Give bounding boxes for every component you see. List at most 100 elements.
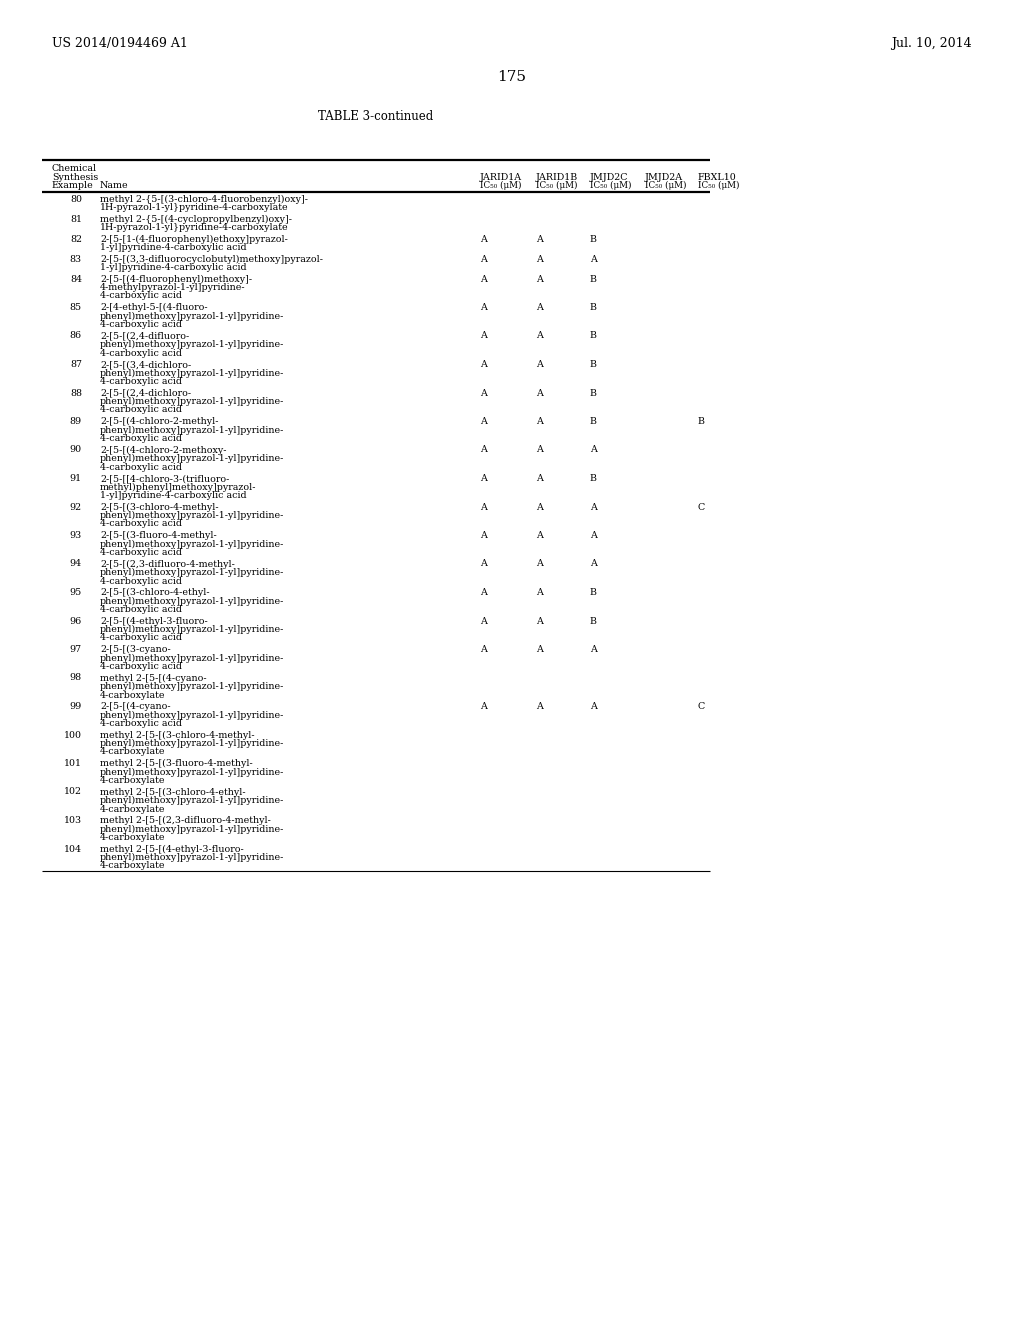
Text: A: A (536, 304, 543, 312)
Text: 4-carboxylic acid: 4-carboxylic acid (100, 434, 182, 444)
Text: 104: 104 (63, 845, 82, 854)
Text: A: A (480, 255, 486, 264)
Text: Synthesis: Synthesis (52, 173, 98, 181)
Text: phenyl)methoxy]pyrazol-1-yl]pyridine-: phenyl)methoxy]pyrazol-1-yl]pyridine- (100, 454, 285, 463)
Text: 95: 95 (70, 587, 82, 597)
Text: methyl 2-[5-[(3-fluoro-4-methyl-: methyl 2-[5-[(3-fluoro-4-methyl- (100, 759, 253, 768)
Text: B: B (590, 587, 597, 597)
Text: 100: 100 (63, 730, 82, 739)
Text: A: A (480, 275, 486, 284)
Text: A: A (480, 360, 486, 370)
Text: methyl 2-[5-[(3-chloro-4-methyl-: methyl 2-[5-[(3-chloro-4-methyl- (100, 730, 255, 739)
Text: A: A (480, 702, 486, 711)
Text: Chemical: Chemical (52, 164, 97, 173)
Text: 1-yl]pyridine-4-carboxylic acid: 1-yl]pyridine-4-carboxylic acid (100, 243, 247, 252)
Text: 96: 96 (70, 616, 82, 626)
Text: B: B (590, 304, 597, 312)
Text: 92: 92 (70, 503, 82, 511)
Text: 2-[5-[(3,4-dichloro-: 2-[5-[(3,4-dichloro- (100, 360, 191, 370)
Text: A: A (590, 560, 597, 569)
Text: 4-carboxylic acid: 4-carboxylic acid (100, 319, 182, 329)
Text: phenyl)methoxy]pyrazol-1-yl]pyridine-: phenyl)methoxy]pyrazol-1-yl]pyridine- (100, 341, 285, 348)
Text: 101: 101 (63, 759, 82, 768)
Text: 4-carboxylic acid: 4-carboxylic acid (100, 378, 182, 385)
Text: A: A (536, 560, 543, 569)
Text: A: A (536, 702, 543, 711)
Text: A: A (480, 587, 486, 597)
Text: 4-carboxylate: 4-carboxylate (100, 862, 166, 870)
Text: methyl 2-[5-[(2,3-difluoro-4-methyl-: methyl 2-[5-[(2,3-difluoro-4-methyl- (100, 816, 271, 825)
Text: A: A (590, 446, 597, 454)
Text: 1-yl]pyridine-4-carboxylic acid: 1-yl]pyridine-4-carboxylic acid (100, 491, 247, 500)
Text: 2-[4-ethyl-5-[(4-fluoro-: 2-[4-ethyl-5-[(4-fluoro- (100, 304, 208, 312)
Text: A: A (480, 531, 486, 540)
Text: Jul. 10, 2014: Jul. 10, 2014 (891, 37, 972, 50)
Text: A: A (480, 304, 486, 312)
Text: A: A (536, 360, 543, 370)
Text: A: A (536, 255, 543, 264)
Text: 4-methylpyrazol-1-yl]pyridine-: 4-methylpyrazol-1-yl]pyridine- (100, 282, 246, 292)
Text: 4-carboxylic acid: 4-carboxylic acid (100, 634, 182, 643)
Text: A: A (536, 235, 543, 243)
Text: A: A (536, 388, 543, 397)
Text: IC₅₀ (μM): IC₅₀ (μM) (480, 181, 521, 190)
Text: 4-carboxylic acid: 4-carboxylic acid (100, 520, 182, 528)
Text: A: A (536, 587, 543, 597)
Text: methyl)phenyl]methoxy]pyrazol-: methyl)phenyl]methoxy]pyrazol- (100, 483, 256, 491)
Text: phenyl)methoxy]pyrazol-1-yl]pyridine-: phenyl)methoxy]pyrazol-1-yl]pyridine- (100, 511, 285, 520)
Text: phenyl)methoxy]pyrazol-1-yl]pyridine-: phenyl)methoxy]pyrazol-1-yl]pyridine- (100, 397, 285, 407)
Text: 4-carboxylic acid: 4-carboxylic acid (100, 405, 182, 414)
Text: A: A (480, 503, 486, 511)
Text: 90: 90 (70, 446, 82, 454)
Text: TABLE 3-continued: TABLE 3-continued (318, 110, 433, 123)
Text: phenyl)methoxy]pyrazol-1-yl]pyridine-: phenyl)methoxy]pyrazol-1-yl]pyridine- (100, 540, 285, 549)
Text: FBXL10: FBXL10 (698, 173, 736, 181)
Text: phenyl)methoxy]pyrazol-1-yl]pyridine-: phenyl)methoxy]pyrazol-1-yl]pyridine- (100, 825, 285, 834)
Text: IC₅₀ (μM): IC₅₀ (μM) (698, 181, 739, 190)
Text: methyl 2-[5-[(4-ethyl-3-fluoro-: methyl 2-[5-[(4-ethyl-3-fluoro- (100, 845, 244, 854)
Text: 81: 81 (70, 214, 82, 223)
Text: A: A (536, 503, 543, 511)
Text: 97: 97 (70, 645, 82, 653)
Text: Example: Example (52, 181, 94, 190)
Text: 86: 86 (70, 331, 82, 341)
Text: 103: 103 (63, 816, 82, 825)
Text: B: B (590, 331, 597, 341)
Text: B: B (590, 417, 597, 426)
Text: 2-[5-[1-(4-fluorophenyl)ethoxy]pyrazol-: 2-[5-[1-(4-fluorophenyl)ethoxy]pyrazol- (100, 235, 288, 244)
Text: 4-carboxylate: 4-carboxylate (100, 833, 166, 842)
Text: A: A (536, 474, 543, 483)
Text: C: C (698, 503, 706, 511)
Text: 80: 80 (70, 194, 82, 203)
Text: phenyl)methoxy]pyrazol-1-yl]pyridine-: phenyl)methoxy]pyrazol-1-yl]pyridine- (100, 624, 285, 634)
Text: 4-carboxylic acid: 4-carboxylic acid (100, 719, 182, 729)
Text: 94: 94 (70, 560, 82, 569)
Text: A: A (480, 446, 486, 454)
Text: 4-carboxylate: 4-carboxylate (100, 690, 166, 700)
Text: 91: 91 (70, 474, 82, 483)
Text: B: B (590, 235, 597, 243)
Text: JARID1A: JARID1A (480, 173, 522, 181)
Text: 1H-pyrazol-1-yl}pyridine-4-carboxylate: 1H-pyrazol-1-yl}pyridine-4-carboxylate (100, 203, 289, 213)
Text: 84: 84 (70, 275, 82, 284)
Text: B: B (698, 417, 705, 426)
Text: 4-carboxylic acid: 4-carboxylic acid (100, 292, 182, 301)
Text: 2-[5-[(2,4-difluoro-: 2-[5-[(2,4-difluoro- (100, 331, 189, 341)
Text: 2-[5-[(4-fluorophenyl)methoxy]-: 2-[5-[(4-fluorophenyl)methoxy]- (100, 275, 252, 284)
Text: phenyl)methoxy]pyrazol-1-yl]pyridine-: phenyl)methoxy]pyrazol-1-yl]pyridine- (100, 425, 285, 434)
Text: 4-carboxylate: 4-carboxylate (100, 804, 166, 813)
Text: 2-[5-[(4-cyano-: 2-[5-[(4-cyano- (100, 702, 171, 711)
Text: JMJD2A: JMJD2A (645, 173, 683, 181)
Text: 1H-pyrazol-1-yl}pyridine-4-carboxylate: 1H-pyrazol-1-yl}pyridine-4-carboxylate (100, 223, 289, 232)
Text: phenyl)methoxy]pyrazol-1-yl]pyridine-: phenyl)methoxy]pyrazol-1-yl]pyridine- (100, 710, 285, 719)
Text: methyl 2-[5-[(3-chloro-4-ethyl-: methyl 2-[5-[(3-chloro-4-ethyl- (100, 788, 246, 797)
Text: 87: 87 (70, 360, 82, 370)
Text: phenyl)methoxy]pyrazol-1-yl]pyridine-: phenyl)methoxy]pyrazol-1-yl]pyridine- (100, 568, 285, 577)
Text: B: B (590, 474, 597, 483)
Text: C: C (698, 702, 706, 711)
Text: 2-[5-[(3-cyano-: 2-[5-[(3-cyano- (100, 645, 171, 655)
Text: A: A (536, 645, 543, 653)
Text: A: A (480, 474, 486, 483)
Text: 4-carboxylic acid: 4-carboxylic acid (100, 605, 182, 614)
Text: 89: 89 (70, 417, 82, 426)
